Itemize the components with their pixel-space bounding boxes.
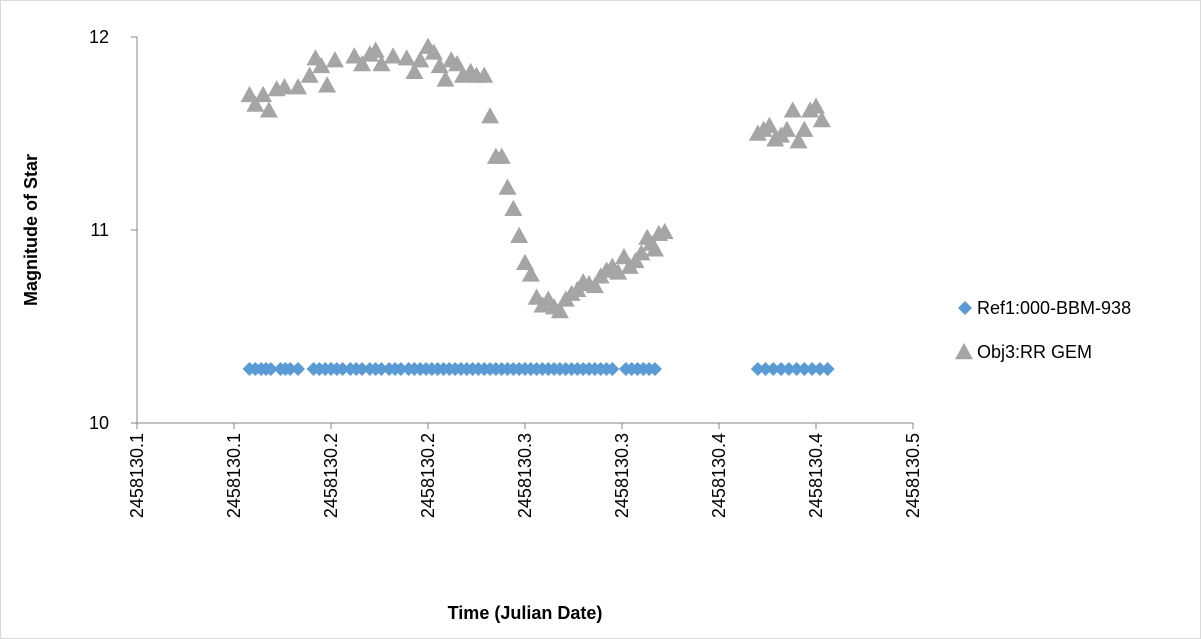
y-tick-label: 12 — [89, 27, 109, 47]
series-ref1 — [242, 361, 835, 376]
obj-data-point — [632, 244, 651, 261]
obj-data-point — [777, 120, 796, 137]
x-tick-label: 2458130.1 — [224, 433, 244, 518]
obj-data-point — [366, 41, 385, 58]
obj-data-point — [289, 78, 308, 95]
x-axis-title: Time (Julian Date) — [448, 603, 603, 623]
obj-data-point — [318, 76, 337, 93]
ref-data-point — [393, 361, 408, 376]
y-tick-label: 10 — [89, 413, 109, 433]
x-tick-label: 2458130.4 — [709, 433, 729, 518]
ref-data-point — [335, 361, 350, 376]
obj-data-point — [475, 66, 494, 83]
obj-data-point — [246, 95, 265, 112]
ref-data-point — [283, 361, 298, 376]
obj-data-point — [312, 56, 331, 74]
obj-data-point — [397, 49, 416, 66]
legend-label-obj3: Obj3:RR GEM — [977, 342, 1092, 362]
ref-data-point — [781, 361, 796, 376]
x-tick-label: 2458130.2 — [321, 433, 341, 518]
ref-data-point — [774, 361, 789, 376]
legend-item-ref1: Ref1:000-BBM-938 — [958, 298, 1131, 318]
obj-data-point — [372, 55, 391, 72]
ref-data-point — [374, 361, 389, 376]
x-axis-ticks: 2458130.1 2458130.1 2458130.2 2458130.2 2458… — [127, 423, 923, 518]
obj-data-point — [760, 116, 779, 133]
obj-data-point — [254, 85, 273, 103]
obj-data-point — [345, 47, 364, 64]
obj-data-point — [795, 120, 814, 137]
obj-data-point — [325, 51, 344, 68]
x-tick-label: 2458130.5 — [903, 433, 923, 518]
obj-data-point — [645, 240, 664, 257]
ref-data-point — [805, 361, 820, 376]
obj-data-point — [492, 147, 511, 164]
legend-label-ref1: Ref1:000-BBM-938 — [977, 298, 1131, 318]
data-series — [240, 37, 835, 376]
obj-data-point — [481, 107, 500, 124]
obj-data-point — [504, 199, 523, 216]
x-tick-label: 2458130.3 — [612, 433, 632, 518]
obj-data-point — [812, 110, 831, 128]
series-obj3 — [240, 37, 831, 319]
ref-data-point — [789, 361, 804, 376]
y-axis-title: Magnitude of Star — [21, 154, 41, 306]
obj-data-point — [655, 222, 674, 240]
obj-data-point — [783, 101, 802, 118]
obj-data-point — [275, 78, 294, 95]
obj-data-point — [430, 56, 449, 74]
legend-item-obj3: Obj3:RR GEM — [955, 342, 1092, 362]
ref-data-point — [291, 361, 306, 376]
ref-data-point — [820, 361, 835, 376]
obj-data-point — [516, 253, 534, 271]
ref-data-point — [758, 361, 773, 376]
ref-data-point — [263, 361, 278, 376]
x-tick-label: 2458130.3 — [515, 433, 535, 518]
y-tick-label: 11 — [90, 220, 109, 240]
ref-data-point — [605, 361, 620, 376]
obj-data-point — [789, 132, 808, 149]
obj-data-point — [521, 265, 540, 282]
obj-data-point — [353, 55, 372, 72]
obj-data-point — [436, 70, 455, 87]
obj-data-point — [550, 302, 569, 319]
ref-data-point — [647, 361, 662, 376]
ref-data-point — [355, 361, 370, 376]
obj-data-point — [448, 55, 467, 72]
obj-data-point — [259, 101, 278, 118]
x-tick-label: 2458130.2 — [418, 433, 438, 518]
obj-data-point — [384, 47, 403, 64]
x-tick-label: 2458130.4 — [806, 433, 826, 518]
obj-data-point — [498, 178, 517, 195]
legend-diamond-icon — [958, 301, 972, 315]
obj-data-point — [411, 51, 430, 68]
legend-triangle-icon — [955, 343, 973, 360]
ref-data-point — [766, 361, 781, 376]
y-axis-ticks: 10 11 12 — [89, 27, 137, 433]
obj-data-point — [510, 226, 529, 243]
obj-data-point — [585, 276, 604, 294]
obj-data-point — [807, 97, 825, 114]
ref-data-point — [750, 361, 765, 376]
ref-data-point — [797, 361, 812, 376]
legend: Ref1:000-BBM-938 Obj3:RR GEM — [955, 298, 1131, 362]
obj-data-point — [300, 66, 319, 83]
obj-data-point — [609, 263, 628, 280]
obj-data-point — [405, 62, 424, 79]
ref-data-point — [812, 361, 827, 376]
x-tick-label: 2458130.1 — [127, 433, 147, 518]
obj-data-point — [424, 43, 443, 60]
